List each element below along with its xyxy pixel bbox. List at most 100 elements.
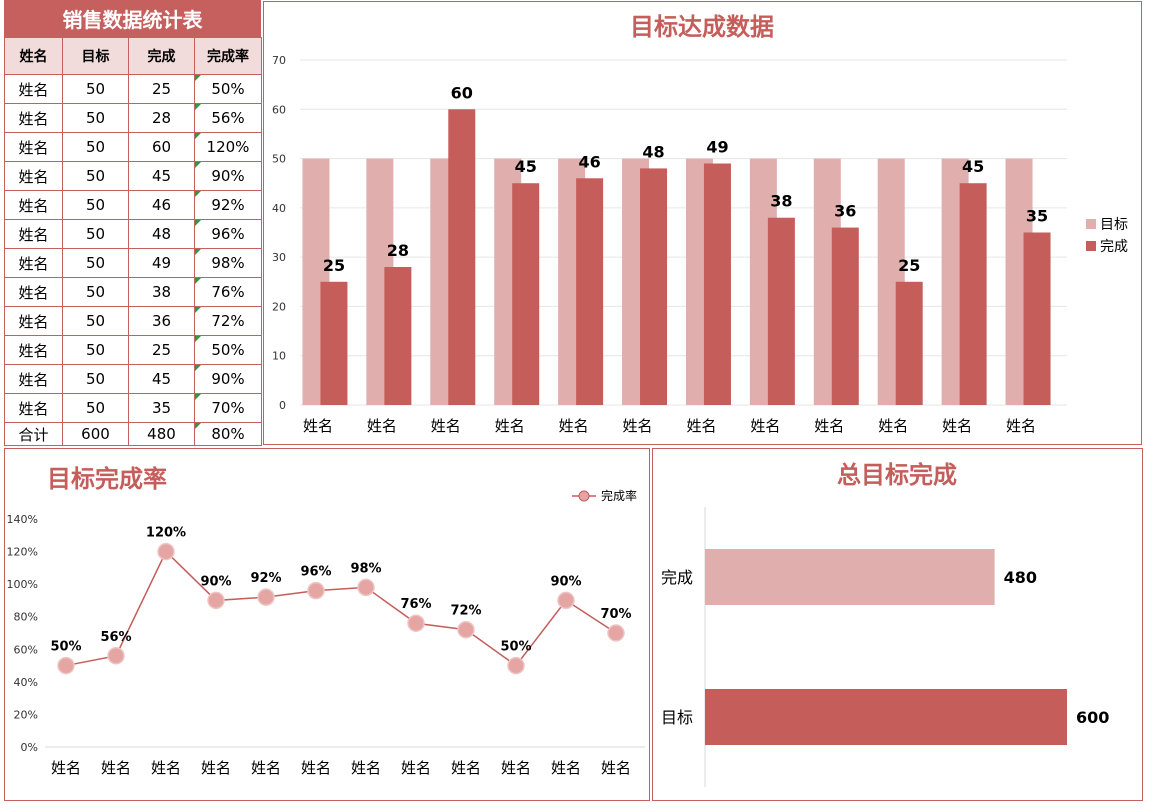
- x-tick-label: 姓名: [559, 417, 589, 435]
- data-label: 28: [387, 241, 409, 260]
- table-cell: 35: [128, 393, 195, 423]
- data-label: 480: [1004, 568, 1037, 587]
- data-label: 60: [451, 83, 473, 102]
- data-label: 48: [642, 142, 664, 161]
- table-cell: 50: [62, 103, 129, 133]
- y-tick-label: 120%: [7, 546, 38, 559]
- data-label: 90%: [200, 574, 231, 589]
- sales-table: 姓名 目标 完成 完成率 姓名 50 25 50% 姓名 50 28 56% 姓名 50 60 120% 姓名…: [4, 37, 262, 446]
- data-label: 72%: [450, 604, 481, 619]
- table-cell: 50%: [194, 74, 262, 104]
- y-tick-label: 80%: [14, 611, 38, 624]
- x-tick-label: 姓名: [151, 759, 181, 777]
- data-label: 45: [515, 157, 537, 176]
- x-tick-label: 姓名: [201, 759, 231, 777]
- bar-complete: [512, 183, 540, 405]
- table-cell: 38: [128, 277, 195, 307]
- x-tick-label: 姓名: [814, 417, 844, 435]
- completion-rate-panel: 目标完成率 完成率 0% 20% 40% 60% 80% 100% 120% 140% 50% 姓名 5…: [4, 448, 650, 801]
- y-tick-label: 60%: [14, 643, 38, 656]
- error-indicator-icon: [195, 249, 201, 255]
- x-tick-label: 姓名: [878, 417, 908, 435]
- bar-complete: [320, 281, 348, 405]
- bar-complete: [576, 178, 604, 405]
- table-cell: 50: [62, 74, 129, 104]
- x-tick-label: 姓名: [303, 417, 333, 435]
- y-tick-label: 目标: [661, 708, 693, 727]
- error-indicator-icon: [195, 307, 201, 313]
- y-tick-label: 30: [272, 251, 286, 264]
- y-tick-label: 50: [272, 153, 286, 166]
- y-tick-label: 140%: [7, 513, 38, 526]
- table-cell: 96%: [194, 219, 262, 249]
- line-marker: [507, 656, 525, 675]
- x-tick-label: 姓名: [251, 759, 281, 777]
- y-tick-label: 60: [272, 103, 286, 116]
- line-marker: [357, 578, 375, 597]
- table-header-cell: 姓名: [4, 37, 63, 75]
- table-total-cell: 80%: [194, 422, 262, 446]
- line-marker: [307, 581, 325, 600]
- data-label: 49: [706, 138, 728, 157]
- data-label: 92%: [250, 571, 281, 586]
- table-cell: 姓名: [4, 132, 63, 162]
- bar-complete: [767, 217, 795, 405]
- sales-table-panel: 销售数据统计表 姓名 目标 完成 完成率 姓名 50 25 50% 姓名 50 28 56% 姓名 50…: [4, 0, 262, 446]
- x-tick-label: 姓名: [367, 417, 397, 435]
- table-cell: 28: [128, 103, 195, 133]
- line-marker: [157, 542, 175, 561]
- error-indicator-icon: [195, 191, 201, 197]
- y-tick-label: 20: [272, 300, 286, 313]
- bar-complete: [1023, 232, 1051, 405]
- table-cell: 25: [128, 74, 195, 104]
- table-cell: 姓名: [4, 306, 63, 336]
- x-tick-label: 姓名: [750, 417, 780, 435]
- error-indicator-icon: [195, 365, 201, 371]
- error-indicator-icon: [195, 133, 201, 139]
- y-tick-label: 完成: [661, 568, 693, 587]
- data-label: 50%: [50, 640, 81, 655]
- table-row: 姓名 50 38 76%: [4, 277, 262, 307]
- error-indicator-icon: [195, 220, 201, 226]
- x-tick-label: 姓名: [451, 759, 481, 777]
- error-indicator-icon: [195, 336, 201, 342]
- table-cell: 姓名: [4, 248, 63, 278]
- legend-label: 目标: [1100, 217, 1128, 233]
- data-label: 38: [770, 192, 792, 211]
- y-tick-label: 10: [272, 350, 286, 363]
- table-cell: 姓名: [4, 103, 63, 133]
- data-label: 50%: [500, 640, 531, 655]
- table-cell: 姓名: [4, 393, 63, 423]
- table-row: 姓名 50 25 50%: [4, 74, 262, 104]
- table-cell: 98%: [194, 248, 262, 278]
- x-tick-label: 姓名: [431, 417, 461, 435]
- bar-complete: [448, 109, 476, 406]
- bar-complete: [703, 163, 731, 405]
- table-row: 姓名 50 45 90%: [4, 364, 262, 394]
- table-cell: 姓名: [4, 190, 63, 220]
- error-indicator-icon: [195, 278, 201, 284]
- hbar: [705, 549, 995, 605]
- bar-complete: [895, 281, 923, 405]
- x-tick-label: 姓名: [942, 417, 972, 435]
- data-label: 56%: [100, 630, 131, 645]
- data-label: 600: [1076, 708, 1109, 727]
- table-cell: 50: [62, 306, 129, 336]
- y-tick-label: 70: [272, 54, 286, 67]
- table-cell: 45: [128, 161, 195, 191]
- x-tick-label: 姓名: [686, 417, 716, 435]
- table-cell: 90%: [194, 161, 262, 191]
- y-tick-label: 40%: [14, 676, 38, 689]
- y-tick-label: 0%: [21, 741, 38, 754]
- table-cell: 50: [62, 335, 129, 365]
- target-achievement-chart: 目标达成数据 0 10 20 30 40 50 60 70 25 姓名 28 姓名 60 姓名 45 姓名 46 姓…: [272, 13, 1128, 435]
- bar-complete: [640, 168, 668, 405]
- y-tick-label: 0: [279, 399, 286, 412]
- table-row: 姓名 50 25 50%: [4, 335, 262, 365]
- target-achievement-panel: 目标达成数据 0 10 20 30 40 50 60 70 25 姓名 28 姓名 60 姓名 45 姓名 46 姓…: [263, 1, 1142, 445]
- line-marker: [207, 591, 225, 610]
- y-tick-label: 40: [272, 202, 286, 215]
- table-cell: 姓名: [4, 335, 63, 365]
